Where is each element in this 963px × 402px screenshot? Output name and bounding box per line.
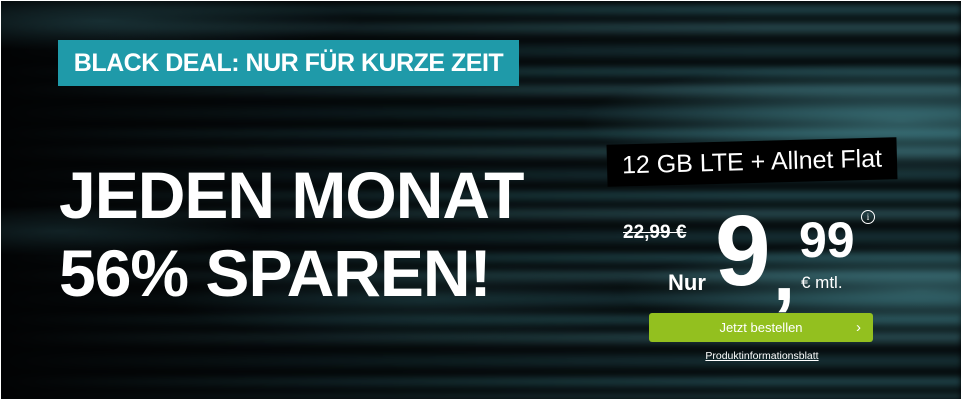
- headline: JEDEN MONAT 56% SPAREN!: [59, 156, 524, 312]
- chevron-right-icon: ›: [856, 319, 861, 336]
- headline-line-1: JEDEN MONAT: [59, 158, 524, 232]
- old-price: 22,99 €: [623, 222, 687, 243]
- info-icon[interactable]: i: [861, 210, 875, 224]
- deal-badge: BLACK DEAL: NUR FÜR KURZE ZEIT: [58, 40, 519, 86]
- price-comma: ,: [773, 228, 796, 317]
- order-button-label: Jetzt bestellen: [719, 320, 803, 335]
- headline-line-2: 56% SPAREN!: [59, 236, 492, 310]
- price-cents: 99: [799, 212, 855, 268]
- price-euros: 9: [715, 195, 771, 307]
- order-button[interactable]: Jetzt bestellen ›: [649, 313, 873, 342]
- product-info-link[interactable]: Produktinformationsblatt: [705, 350, 819, 362]
- plan-label: 12 GB LTE + Allnet Flat: [606, 137, 898, 187]
- price-unit: € mtl.: [801, 273, 843, 292]
- price-prefix: Nur: [668, 270, 706, 295]
